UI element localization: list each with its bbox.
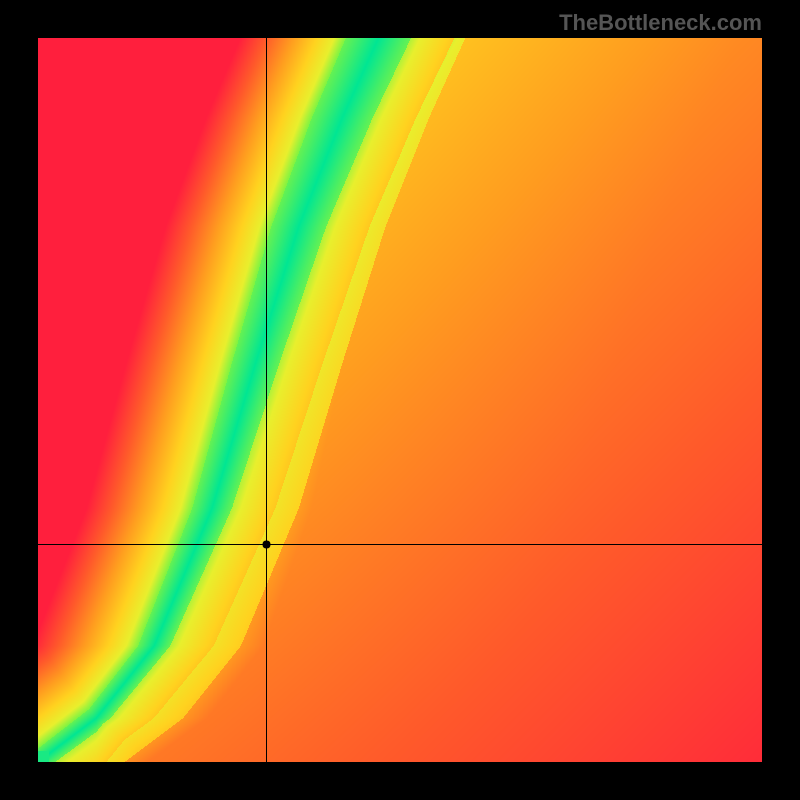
chart-container: TheBottleneck.com [0, 0, 800, 800]
bottleneck-heatmap [38, 38, 762, 762]
watermark-text: TheBottleneck.com [559, 10, 762, 36]
